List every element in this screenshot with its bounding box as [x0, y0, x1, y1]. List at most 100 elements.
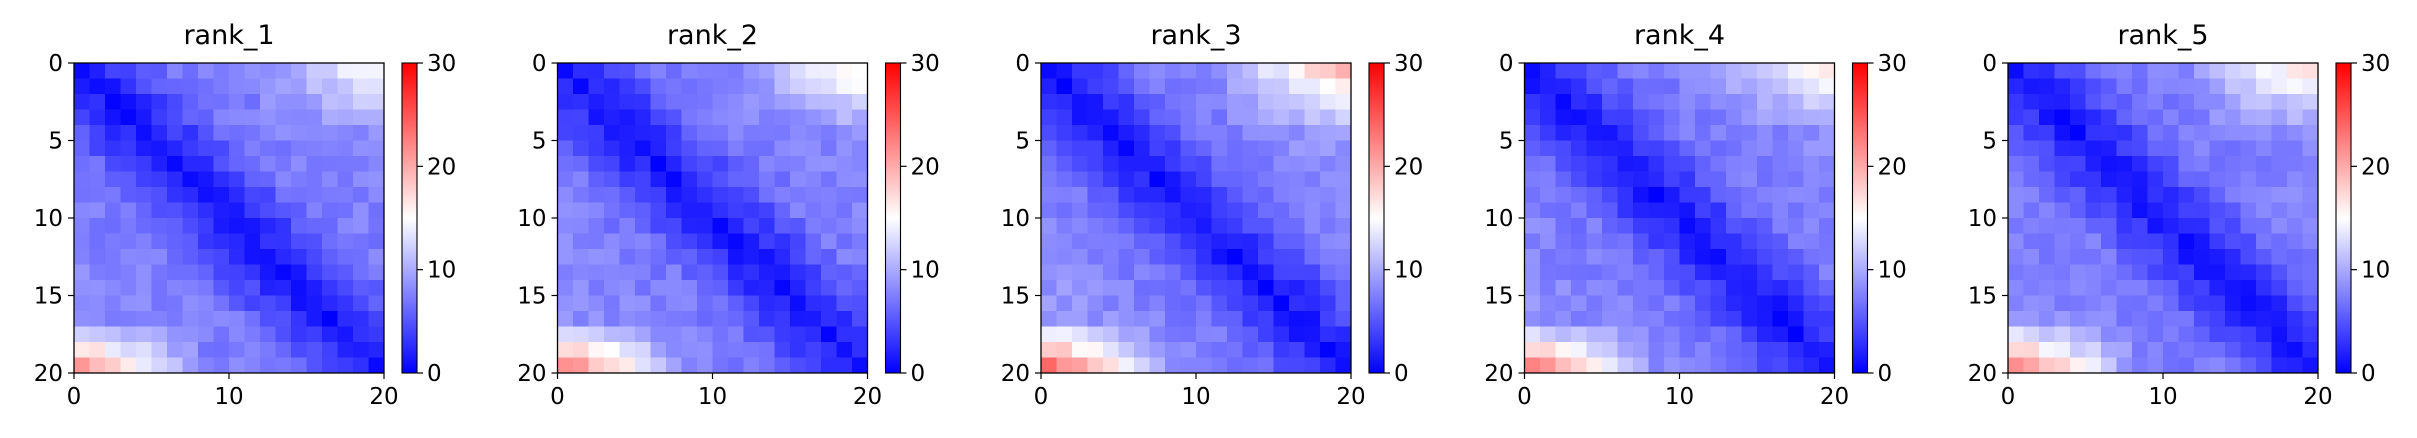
heatmap-cell [1648, 233, 1665, 250]
heatmap-cell [2178, 63, 2195, 79]
heatmap-cell [1335, 357, 1352, 374]
heatmap-cell [1227, 63, 1243, 79]
heatmap-cell [1149, 171, 1166, 188]
heatmap-cell [1335, 171, 1352, 188]
heatmap-cell [1289, 187, 1305, 203]
heatmap-cell [1273, 357, 1290, 374]
heatmap-cell [2271, 63, 2288, 79]
heatmap-cell [1304, 295, 1321, 312]
y-tick-label: 0 [1015, 51, 1030, 77]
heatmap-cell [151, 125, 168, 141]
heatmap-cell [2054, 94, 2071, 110]
heatmap-cell [635, 233, 651, 250]
heatmap-cell [353, 218, 369, 234]
heatmap-cell [1819, 357, 1835, 374]
heatmap-cell [2116, 218, 2133, 234]
heatmap-cell [2132, 140, 2148, 157]
heatmap-cell [805, 187, 822, 203]
heatmap-cell [1741, 295, 1758, 312]
heatmap-cell [1571, 249, 1587, 265]
heatmap-cell [291, 125, 307, 141]
heatmap-cell [635, 63, 651, 79]
heatmap-cell [1304, 187, 1321, 203]
heatmap-cell [275, 280, 292, 296]
heatmap-cell [167, 357, 183, 374]
heatmap-cell [1555, 156, 1572, 172]
heatmap-cell [2116, 280, 2133, 296]
heatmap-cell [2147, 156, 2164, 172]
heatmap-cell [105, 280, 121, 296]
heatmap-cell [2302, 311, 2319, 327]
heatmap-cell [244, 109, 261, 126]
heatmap-cell [650, 233, 667, 250]
heatmap-cell [1571, 233, 1587, 250]
heatmap-cell [1819, 78, 1835, 95]
heatmap-cell [557, 311, 574, 327]
heatmap-cell [2070, 311, 2086, 327]
heatmap-cell [1757, 171, 1773, 188]
heatmap-cell [1211, 326, 1228, 343]
heatmap-cell [275, 156, 292, 172]
heatmap-cell [1788, 202, 1804, 219]
heatmap-cell [2147, 311, 2164, 327]
x-tick-label: 20 [369, 384, 398, 410]
heatmap-cell [1803, 218, 1820, 234]
heatmap-cell [2085, 233, 2102, 250]
heatmap-cell [619, 156, 636, 172]
heatmap-cell [1710, 218, 1727, 234]
heatmap-cell [1072, 280, 1088, 296]
heatmap-cell [1819, 109, 1835, 126]
heatmap-cell [2085, 218, 2102, 234]
heatmap-cell [2271, 280, 2288, 296]
heatmap-cell [1211, 94, 1228, 110]
heatmap-cell [229, 218, 245, 234]
heatmap-cell [1304, 280, 1321, 296]
heatmap-cell [2194, 171, 2210, 188]
heatmap-cell [229, 140, 245, 157]
heatmap-cell [1211, 63, 1228, 79]
heatmap-cell [120, 295, 137, 312]
heatmap-cell [1772, 311, 1789, 327]
heatmap-cell [1118, 171, 1135, 188]
heatmap-cell [1679, 218, 1696, 234]
heatmap-cell [182, 109, 199, 126]
heatmap-cell [821, 125, 837, 141]
heatmap-cell [1103, 78, 1119, 95]
heatmap-cell [557, 357, 574, 374]
heatmap-cell [1273, 125, 1290, 141]
heatmap-cell [1258, 233, 1274, 250]
heatmap-cell [213, 202, 230, 219]
heatmap-cell [697, 78, 713, 95]
heatmap-cell [1134, 357, 1150, 374]
heatmap-cell [1633, 233, 1649, 250]
heatmap-cell [74, 156, 90, 172]
heatmap-cell [1726, 202, 1742, 219]
heatmap-cell [1819, 249, 1835, 265]
heatmap-cell [2209, 311, 2226, 327]
heatmap-cell [337, 233, 354, 250]
heatmap-cell [2271, 156, 2288, 172]
heatmap-cell [1540, 171, 1556, 188]
heatmap-cell [1180, 78, 1197, 95]
heatmap-cell [368, 94, 385, 110]
heatmap-cell [1273, 218, 1290, 234]
heatmap-cell [1648, 311, 1665, 327]
heatmap-cell [836, 342, 853, 358]
heatmap-cell [635, 202, 651, 219]
heatmap-cell [712, 187, 729, 203]
heatmap-cell [681, 249, 698, 265]
heatmap-cell [1118, 233, 1135, 250]
heatmap-cell [1149, 342, 1166, 358]
heatmap-cell [1273, 187, 1290, 203]
heatmap-cell [2101, 187, 2117, 203]
heatmap-cell [1304, 249, 1321, 265]
heatmap-cell [619, 109, 636, 126]
heatmap-cell [1056, 311, 1073, 327]
heatmap-cell [728, 311, 744, 327]
heatmap-cell [1180, 140, 1197, 157]
heatmap-cell [1788, 357, 1804, 374]
heatmap-cell [2147, 140, 2164, 157]
heatmap-cell [151, 187, 168, 203]
heatmap-cell [588, 171, 605, 188]
heatmap-cell [1788, 280, 1804, 296]
